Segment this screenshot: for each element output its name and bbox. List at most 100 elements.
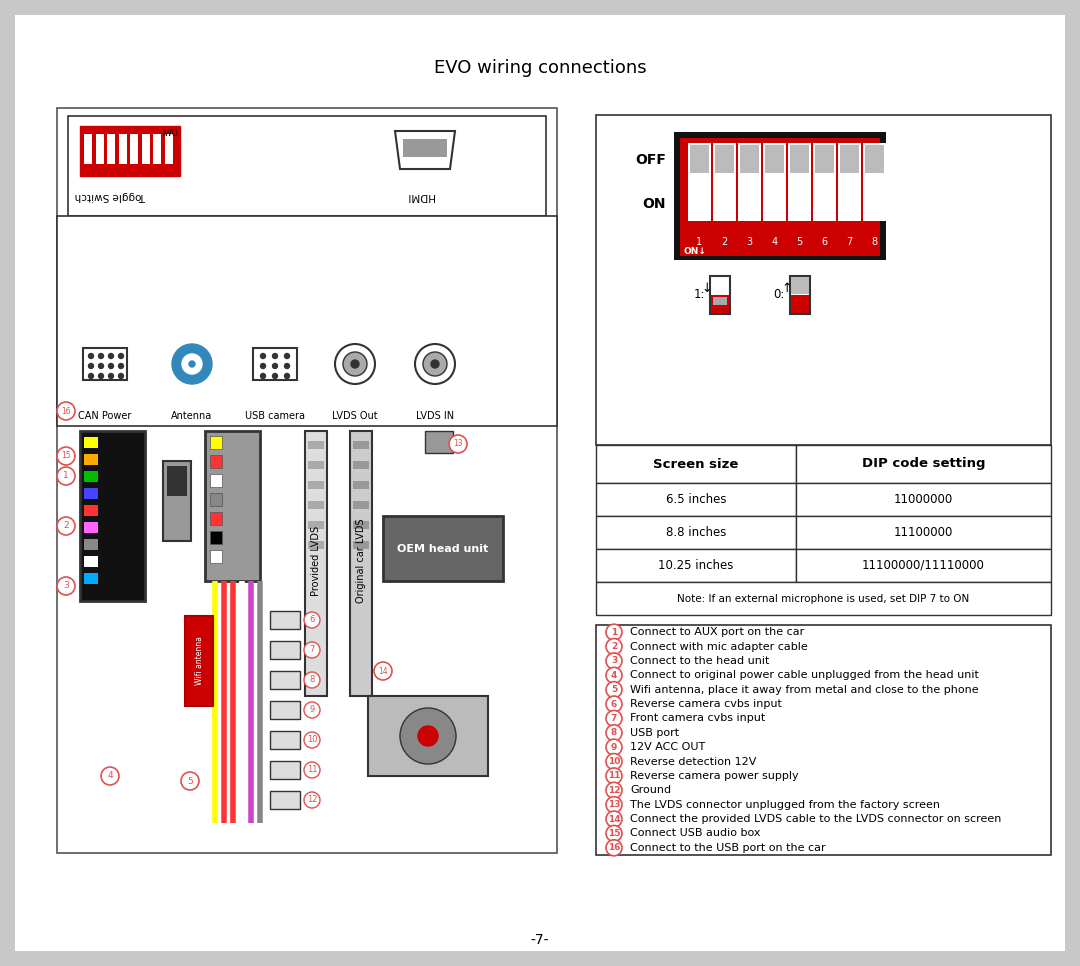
Circle shape (98, 374, 104, 379)
Circle shape (303, 642, 320, 658)
Bar (596, 483, 796, 516)
Circle shape (272, 374, 278, 379)
Bar (765, 145, 784, 173)
Text: 5: 5 (611, 685, 617, 695)
Text: Connect to original power cable unplugged from the head unit: Connect to original power cable unplugge… (630, 670, 978, 680)
Bar (210, 474, 222, 487)
Text: Connect to the USB port on the car: Connect to the USB port on the car (630, 842, 825, 853)
Circle shape (303, 672, 320, 688)
Text: 10.25 inches: 10.25 inches (659, 559, 733, 572)
Bar (83, 348, 127, 380)
Text: 1: 1 (611, 628, 617, 637)
Bar (680, 226, 880, 256)
Circle shape (108, 374, 113, 379)
Bar (715, 145, 734, 173)
Text: 7: 7 (611, 714, 617, 723)
Circle shape (400, 708, 456, 764)
Circle shape (606, 768, 622, 784)
Text: 6: 6 (822, 237, 827, 247)
Bar (840, 145, 859, 173)
Text: Reverse camera power supply: Reverse camera power supply (630, 771, 798, 781)
Bar (84, 539, 98, 550)
Text: 12: 12 (608, 785, 620, 795)
Text: OEM head unit: OEM head unit (397, 544, 488, 554)
Text: -7-: -7- (530, 933, 550, 947)
Bar (738, 143, 761, 221)
Text: 15: 15 (62, 451, 71, 461)
Text: DIP code setting: DIP code setting (862, 458, 985, 470)
Text: 1:: 1: (693, 289, 705, 301)
Bar (711, 295, 729, 313)
Circle shape (606, 782, 622, 798)
Circle shape (303, 732, 320, 748)
Bar (863, 143, 886, 221)
Circle shape (108, 354, 113, 358)
Circle shape (183, 354, 202, 374)
Circle shape (119, 374, 123, 379)
Text: 16: 16 (62, 407, 71, 415)
Bar (353, 521, 369, 529)
Text: Ground: Ground (630, 785, 671, 795)
Text: Screen size: Screen size (653, 458, 739, 470)
Bar (674, 132, 886, 260)
Bar (713, 143, 735, 221)
Circle shape (343, 352, 367, 376)
Text: 14: 14 (378, 667, 388, 675)
Text: 8.8 inches: 8.8 inches (666, 526, 726, 539)
Circle shape (606, 739, 622, 755)
Bar (596, 582, 1051, 615)
Circle shape (606, 639, 622, 655)
Bar (270, 791, 300, 809)
Text: LVDS Out: LVDS Out (333, 411, 378, 421)
Text: Connect to AUX port on the car: Connect to AUX port on the car (630, 627, 805, 638)
Bar (210, 531, 222, 544)
Bar (838, 143, 861, 221)
Circle shape (89, 354, 94, 358)
Bar (308, 521, 324, 529)
Text: 11: 11 (307, 765, 318, 775)
Bar (596, 549, 796, 582)
Text: 14: 14 (608, 814, 620, 824)
Circle shape (57, 577, 75, 595)
Bar (57, 108, 557, 853)
Text: 9: 9 (309, 705, 314, 715)
Bar (210, 512, 222, 525)
Bar (710, 276, 730, 314)
Circle shape (272, 363, 278, 368)
Bar (84, 454, 98, 465)
Bar (789, 145, 809, 173)
Text: 8: 8 (309, 675, 314, 685)
Text: 10: 10 (608, 757, 620, 766)
Text: ON↓: ON↓ (684, 247, 707, 257)
Circle shape (284, 354, 289, 358)
Bar (796, 516, 1051, 549)
Circle shape (272, 354, 278, 358)
Bar (690, 145, 708, 173)
Text: EVO wiring connections: EVO wiring connections (434, 59, 646, 77)
Circle shape (260, 354, 266, 358)
Text: 15: 15 (608, 829, 620, 838)
Bar (596, 115, 1051, 445)
Circle shape (284, 363, 289, 368)
Bar (84, 573, 98, 584)
Text: Toggle Switch: Toggle Switch (75, 191, 146, 201)
Bar (80, 126, 180, 176)
Text: IWO: IWO (162, 129, 178, 138)
Circle shape (260, 374, 266, 379)
Text: 1: 1 (697, 237, 703, 247)
Text: 11000000: 11000000 (894, 493, 954, 506)
Bar (141, 134, 149, 164)
Bar (740, 145, 759, 173)
Text: CAN Power: CAN Power (79, 411, 132, 421)
Text: OFF: OFF (635, 153, 666, 167)
Text: 11100000: 11100000 (894, 526, 954, 539)
Circle shape (606, 753, 622, 770)
Circle shape (303, 612, 320, 628)
Circle shape (119, 354, 123, 358)
Bar (210, 550, 222, 563)
Text: 4: 4 (107, 772, 112, 781)
Text: 8: 8 (611, 728, 617, 737)
Text: 7: 7 (847, 237, 852, 247)
Bar (350, 431, 372, 696)
Bar (185, 616, 213, 706)
